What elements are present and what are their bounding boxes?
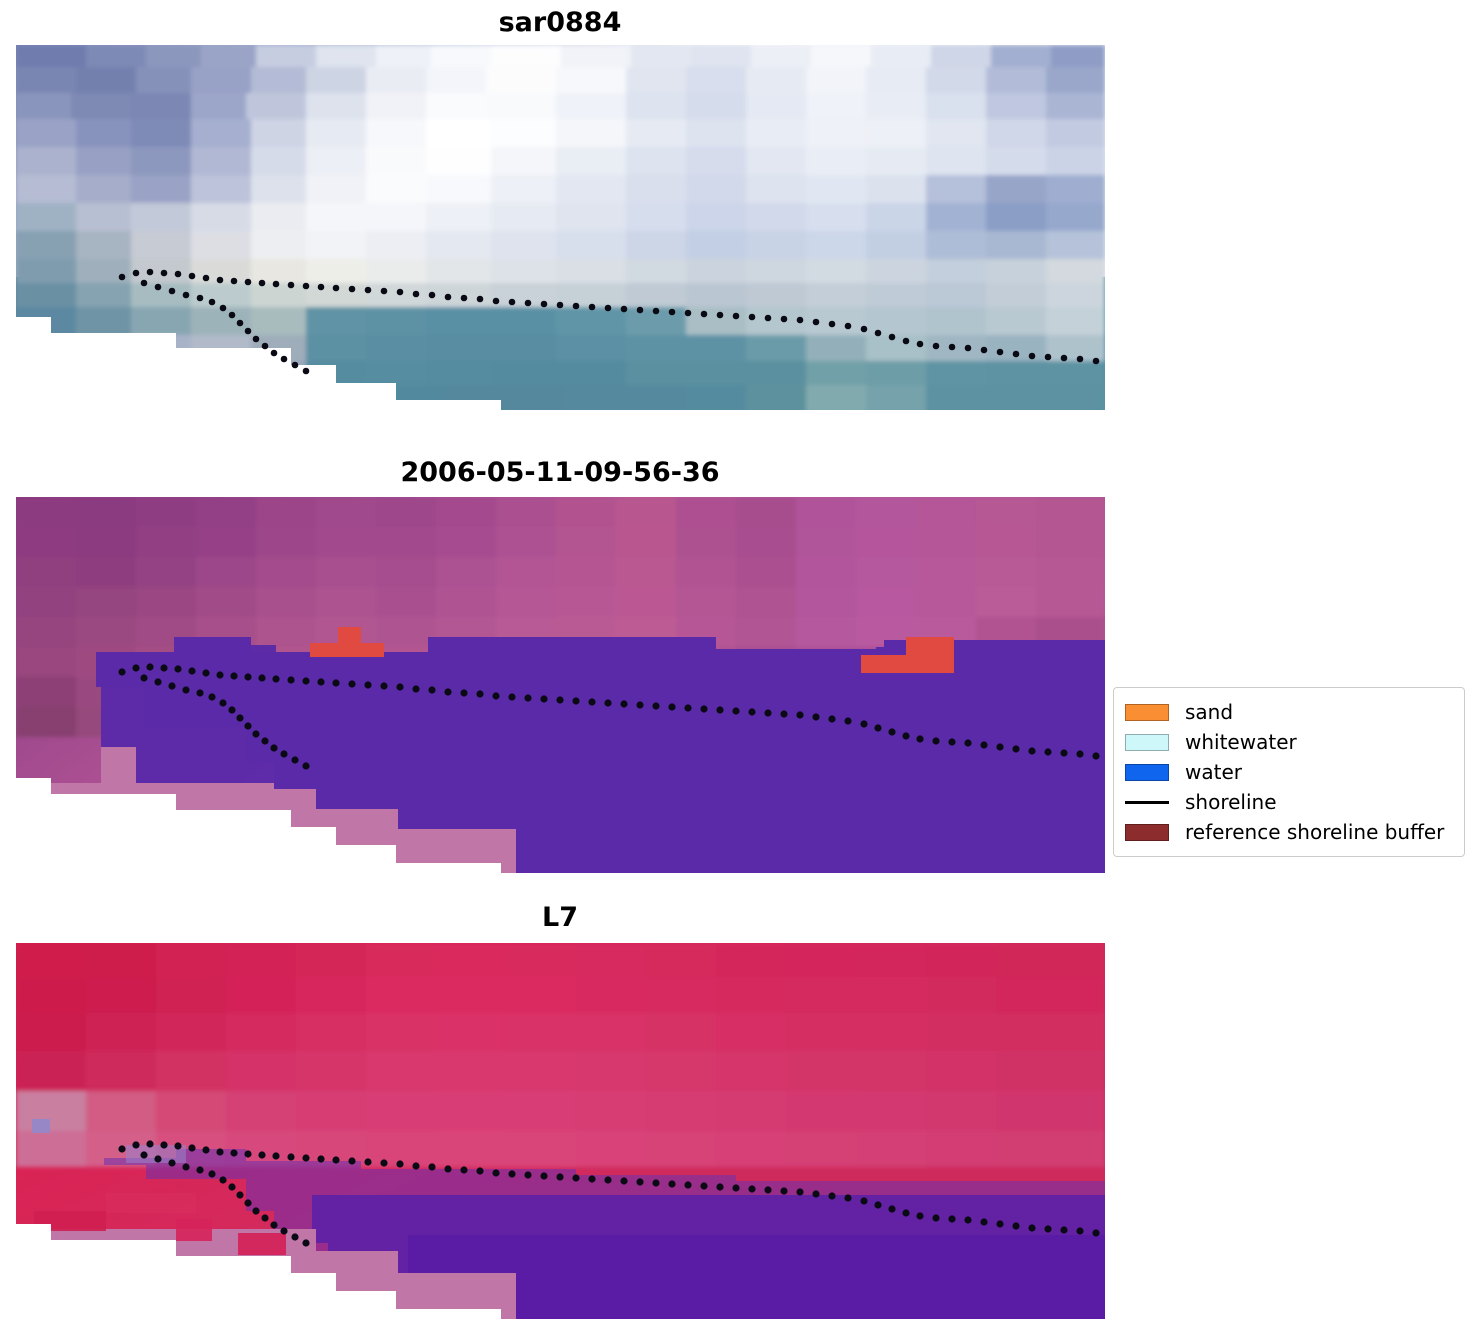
reference-buffer-patches: [310, 627, 954, 673]
water-swatch-icon: [1125, 763, 1169, 781]
date-raster: [16, 497, 1105, 873]
legend-label-sand: sand: [1185, 700, 1234, 724]
legend-label-whitewater: whitewater: [1185, 730, 1297, 754]
legend-item-water: water: [1125, 757, 1454, 787]
panel-title-sar0884: sar0884: [498, 7, 622, 38]
panel-title-date: 2006-05-11-09-56-36: [400, 457, 720, 488]
shoreline-dots-panel1: [118, 268, 1100, 375]
legend-box: sand whitewater water shoreline referenc…: [1113, 687, 1465, 857]
legend-label-water: water: [1185, 760, 1242, 784]
whitewater-swatch-icon: [1125, 733, 1169, 751]
shoreline-dots-panel3: [118, 1140, 1100, 1247]
panel-l7-image: [16, 943, 1105, 1319]
legend-label-reference-shoreline-buffer: reference shoreline buffer: [1185, 820, 1445, 844]
shoreline-line-icon: [1125, 794, 1169, 811]
reference-buffer-swatch-icon: [1125, 823, 1169, 841]
legend-item-shoreline: shoreline: [1125, 787, 1454, 817]
legend-item-whitewater: whitewater: [1125, 727, 1454, 757]
legend-item-sand: sand: [1125, 697, 1454, 727]
panel-sar0884-image: [16, 45, 1105, 410]
panel-title-l7: L7: [542, 902, 578, 933]
l7-water-deep: [408, 1235, 1105, 1319]
sand-swatch-icon: [1125, 703, 1169, 721]
panel-date-image: [16, 497, 1105, 873]
legend-item-reference-shoreline-buffer: reference shoreline buffer: [1125, 817, 1454, 847]
shoreline-dots-panel2: [118, 663, 1100, 770]
l7-raster: [16, 943, 1105, 1319]
sar0884-raster: [16, 45, 1105, 410]
legend-label-shoreline: shoreline: [1185, 790, 1277, 814]
